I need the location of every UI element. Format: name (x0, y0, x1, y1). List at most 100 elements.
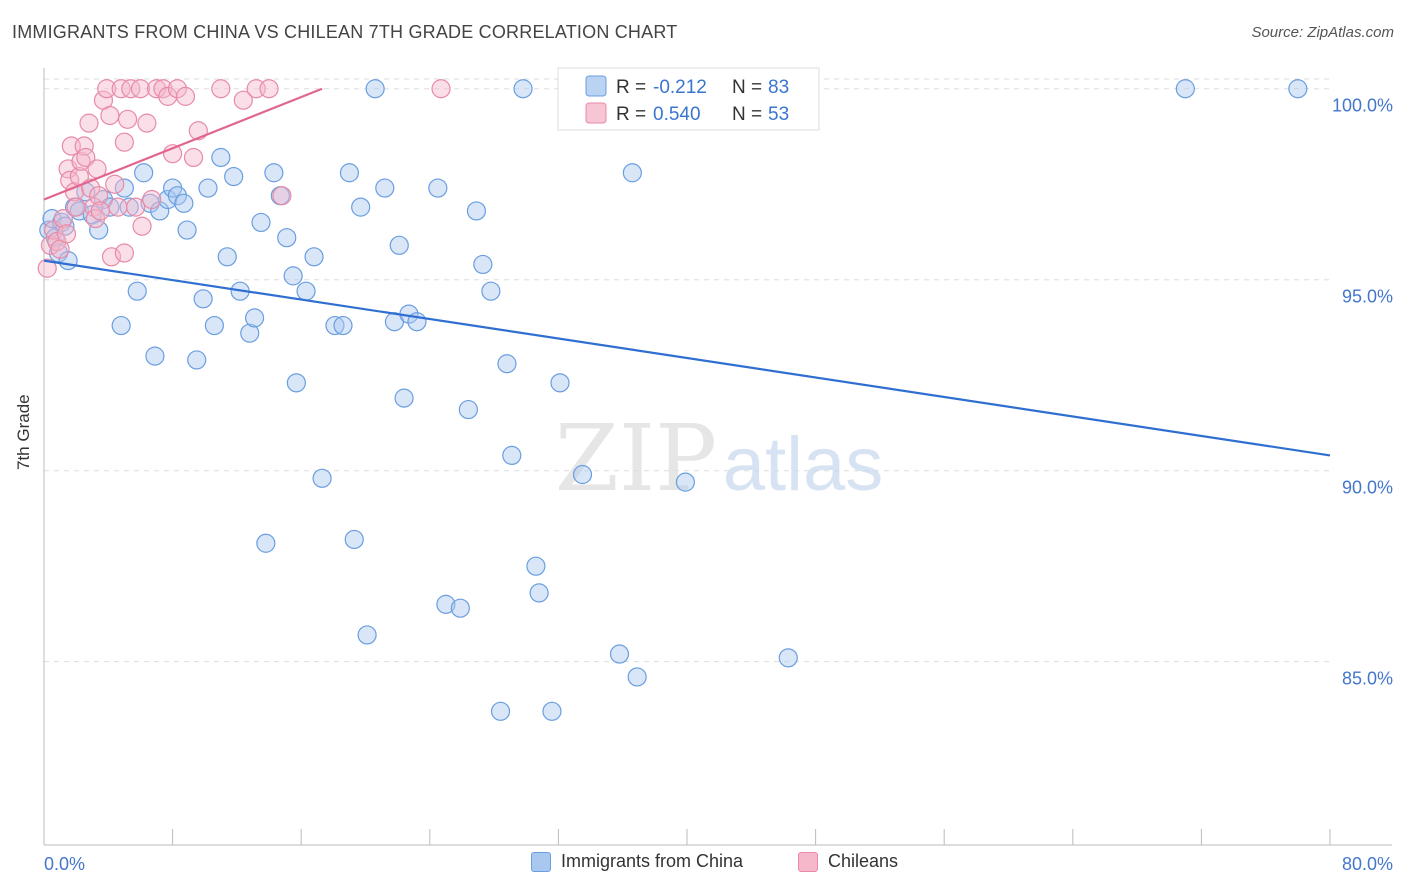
china-point-43 (286, 373, 306, 393)
chileans-point-21 (89, 186, 109, 206)
china-point-32 (217, 247, 237, 267)
china-point-73 (542, 701, 562, 721)
china-point-79 (627, 667, 647, 687)
china-point-37 (251, 212, 271, 233)
legend-swatch-blue (585, 75, 607, 97)
china-point-29 (198, 178, 218, 198)
china-point-83 (1288, 79, 1308, 99)
legend-swatch-chileans (798, 851, 818, 872)
chileans-point-37 (137, 113, 157, 133)
x-tick-labels: 0.0% 80.0% (44, 854, 1393, 874)
china-point-18 (134, 163, 154, 183)
chileans-point-16 (79, 113, 99, 133)
legend-n-value-1: 53 (768, 104, 789, 125)
chileans-point-39 (146, 79, 167, 99)
china-point-52 (357, 625, 377, 645)
china-point-49 (339, 163, 360, 183)
chileans-point-45 (183, 147, 204, 168)
china-point-78 (622, 163, 642, 183)
china-point-46 (312, 468, 332, 488)
axes (43, 68, 1392, 846)
china-point-27 (187, 350, 207, 370)
legend-label-chileans: Chileans (828, 851, 899, 871)
chileans-point-34 (126, 197, 146, 217)
china-point-15 (114, 178, 134, 198)
svg-text:R = -0.212 N =: R = -0.212 N = 83 (616, 77, 789, 98)
chileans-point-48 (233, 90, 253, 110)
chileans-point-50 (259, 79, 279, 99)
chileans-point-38 (142, 189, 162, 210)
legend-n-label-0: N = (732, 77, 762, 98)
china-point-20 (145, 346, 165, 366)
china-point-31 (211, 147, 231, 168)
trend-line-chileans (43, 87, 323, 201)
china-point-54 (375, 178, 395, 198)
chileans-point-28 (108, 197, 128, 217)
legend-swatch-pink (585, 102, 607, 124)
chileans-point-51 (272, 186, 292, 206)
china-point-72 (529, 583, 549, 603)
legend-r-value-1: 0.540 (653, 104, 701, 125)
china-point-13 (100, 197, 120, 217)
china-point-39 (264, 163, 284, 183)
china-point-74 (550, 373, 570, 393)
china-point-66 (481, 281, 501, 301)
china-point-57 (394, 388, 414, 408)
china-point-51 (351, 197, 371, 217)
y-axis-label: 7th Grade (14, 394, 33, 470)
source-label: Source: ZipAtlas.com (1251, 24, 1394, 41)
chileans-point-47 (211, 79, 231, 99)
y-tick-labels: 85.0% 90.0% 95.0% 100.0% (1332, 96, 1393, 689)
china-point-60 (428, 178, 448, 198)
trend-lines (43, 87, 1331, 457)
china-point-64 (466, 201, 487, 221)
china-point-22 (158, 189, 178, 210)
china-point-36 (244, 308, 265, 328)
series-chileans (37, 79, 451, 278)
legend-swatch-immigrants-from-china (531, 851, 551, 872)
watermark-atlas: atlas (723, 422, 884, 507)
legend-item-immigrants-from-china: Immigrants from China (531, 851, 743, 872)
series-immigrants-from-china (39, 79, 1308, 721)
chileans-point-6 (56, 224, 77, 244)
chileans-point-22 (90, 201, 110, 221)
chileans-point-36 (132, 216, 152, 236)
chileans-point-27 (105, 174, 125, 194)
china-point-35 (240, 323, 260, 343)
china-point-41 (277, 228, 297, 248)
watermark: ZIP atlas (555, 405, 883, 512)
y-tick-label-2: 95.0% (1342, 287, 1393, 307)
chileans-point-11 (66, 197, 86, 217)
chileans-point-30 (114, 132, 134, 152)
chileans-point-26 (101, 247, 122, 267)
legend-item-chileans: Chileans (798, 851, 898, 872)
chileans-point-0 (37, 258, 57, 278)
china-point-24 (167, 186, 188, 206)
chileans-point-5 (53, 209, 73, 229)
china-point-77 (609, 644, 630, 664)
china-point-76 (572, 464, 593, 485)
legend-r-label-0: R = (616, 77, 646, 98)
y-tick-label-1: 90.0% (1342, 478, 1393, 498)
china-point-11 (89, 220, 109, 240)
china-point-21 (150, 201, 170, 221)
china-point-33 (224, 166, 244, 187)
china-point-44 (296, 281, 316, 301)
china-point-26 (177, 220, 197, 240)
china-point-17 (127, 281, 147, 301)
china-point-38 (256, 533, 276, 553)
stats-legend: R = -0.212 N = 83 R = 0.540 N = 53 (557, 67, 820, 131)
x-tick-label-0: 0.0% (44, 854, 85, 874)
chileans-point-35 (130, 79, 151, 99)
china-point-62 (450, 598, 470, 618)
china-point-63 (458, 399, 478, 420)
chileans-point-24 (97, 79, 117, 99)
chileans-point-43 (167, 79, 188, 99)
grid-lines (44, 78, 1330, 663)
chileans-point-33 (121, 79, 141, 99)
chileans-point-15 (76, 147, 96, 168)
china-point-53 (365, 79, 385, 99)
chileans-point-32 (117, 109, 138, 129)
china-point-48 (333, 315, 353, 336)
